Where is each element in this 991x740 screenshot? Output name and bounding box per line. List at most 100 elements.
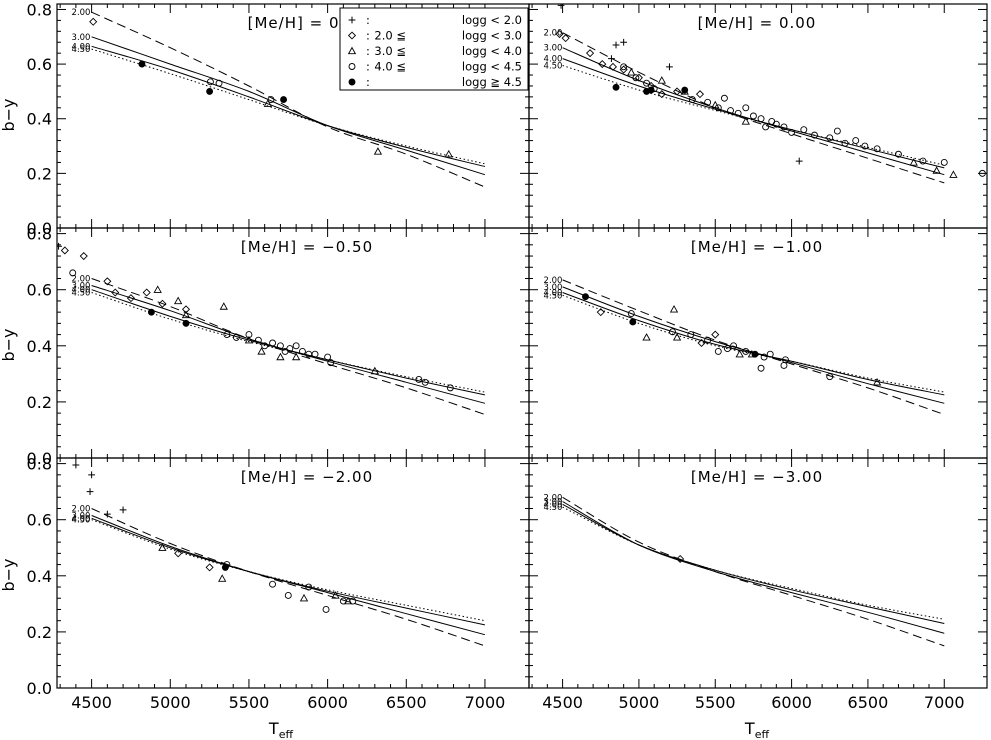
panel-frame: [528, 3, 988, 229]
triangle-marker: [299, 593, 309, 602]
plus-marker: [620, 38, 628, 46]
panel-0: 0.0 0.2 0.4 0.6 0.8 2.00 3.004.004.50 [Me/H] = …: [27, 0, 530, 238]
circle-marker: [322, 606, 330, 613]
diamond-marker: [596, 308, 605, 317]
logg-tag: 4.50: [544, 291, 563, 301]
circle-marker: [762, 123, 770, 131]
model-lines: [91, 11, 486, 188]
circle-marker: [720, 94, 728, 102]
triangle-marker: [642, 333, 651, 341]
plus-marker: [88, 471, 96, 479]
y-tick-label: 0.0: [27, 449, 52, 468]
circle-marker: [841, 139, 849, 147]
diamond-marker: [598, 60, 607, 69]
data-points: [555, 4, 986, 178]
legend-separator: :: [366, 60, 370, 74]
logg-tag: 2.00: [544, 276, 563, 286]
diamond-marker: [79, 252, 88, 261]
circle-marker: [348, 63, 356, 70]
x-tick-label: 6000: [307, 693, 348, 712]
y-axis-label: b−y: [0, 328, 18, 361]
logg-tag: 4.00: [72, 514, 91, 524]
circle-marker: [627, 310, 635, 317]
circle-marker: [757, 115, 765, 123]
model-line-logg-4-00: [91, 517, 486, 626]
panel-title: [Me/H] = 0.50: [248, 14, 367, 32]
circle-marker: [727, 107, 734, 114]
x-tick-label: 6500: [848, 693, 889, 712]
circle-marker: [826, 134, 834, 142]
circle-marker: [704, 98, 712, 106]
circle-marker: [232, 333, 240, 341]
triangle-marker: [909, 158, 918, 166]
triangle-marker: [370, 366, 379, 375]
circle-marker: [69, 269, 77, 277]
plus-marker: [86, 488, 94, 496]
y-tick-label: 0.0: [27, 219, 52, 238]
plus-marker: [57, 242, 62, 250]
filled-circle-marker: [147, 308, 155, 316]
model-line-logg-2-00: [562, 496, 945, 647]
triangle-marker: [444, 149, 453, 158]
plus-marker: [666, 63, 673, 71]
legend-condition: logg ≧ 4.5: [462, 75, 522, 89]
y-tick-label: 0.0: [27, 679, 52, 698]
model-line-logg-3-00: [562, 501, 945, 634]
diamond-marker: [205, 563, 214, 572]
triangle-marker: [291, 352, 301, 361]
diamond-marker: [347, 31, 357, 40]
triangle-marker: [672, 333, 682, 341]
model-lines: [562, 496, 945, 647]
triangle-marker: [932, 166, 941, 174]
triangle-marker: [158, 543, 167, 551]
circle-marker: [305, 583, 313, 591]
circle-marker: [311, 350, 319, 358]
model-line-logg-4-00: [562, 503, 945, 624]
diamond-marker: [103, 277, 112, 286]
triangle-marker: [181, 310, 191, 319]
circle-marker: [780, 123, 788, 131]
diamond-marker: [711, 330, 720, 339]
model-line-logg-3-00: [562, 47, 945, 176]
triangle-marker: [347, 46, 357, 55]
y-tick-label: 0.6: [27, 55, 52, 74]
logg-tag: 4.50: [544, 61, 563, 71]
panel-title: [Me/H] = −3.00: [691, 468, 823, 486]
circle-marker: [206, 78, 214, 86]
filled-circle-marker: [751, 350, 759, 358]
circle-marker: [852, 137, 860, 145]
panel-title: [Me/H] = −2.00: [241, 468, 373, 486]
circle-marker: [269, 339, 276, 347]
diamond-marker: [676, 554, 685, 564]
diamond-marker: [657, 90, 666, 99]
model-line-logg-4-50: [562, 294, 945, 393]
diamond-marker: [555, 30, 564, 39]
legend-condition: logg < 4.0: [462, 44, 522, 58]
circle-marker: [861, 142, 869, 150]
legend-lower-bound: 4.0 ≦: [374, 60, 406, 74]
model-line-logg-3-00: [91, 36, 486, 176]
x-axis-label: Teff: [268, 719, 294, 740]
y-tick-label: 0.8: [27, 455, 52, 474]
circle-marker: [415, 376, 423, 383]
filled-circle-marker: [138, 60, 146, 68]
plus-marker: [72, 461, 80, 469]
filled-circle-marker: [206, 87, 214, 95]
legend-box: [339, 7, 529, 91]
filled-circle-marker: [647, 86, 655, 94]
diamond-marker: [142, 288, 151, 297]
legend-entry: : logg ≧ 4.5: [348, 75, 522, 89]
circle-marker: [324, 353, 332, 361]
triangle-marker: [872, 377, 882, 386]
diamond-marker: [174, 549, 183, 558]
triangle-marker: [276, 352, 285, 361]
filled-circle-marker: [582, 293, 589, 301]
filled-circle-marker: [348, 78, 356, 86]
logg-tag: 3.00: [72, 33, 91, 43]
circle-marker: [826, 373, 834, 381]
logg-tag: 4.00: [72, 286, 91, 296]
legend-condition: logg < 4.5: [462, 60, 522, 74]
legend-lower-bound: 3.0 ≦: [374, 44, 406, 58]
model-line-logg-4-00: [91, 45, 486, 167]
